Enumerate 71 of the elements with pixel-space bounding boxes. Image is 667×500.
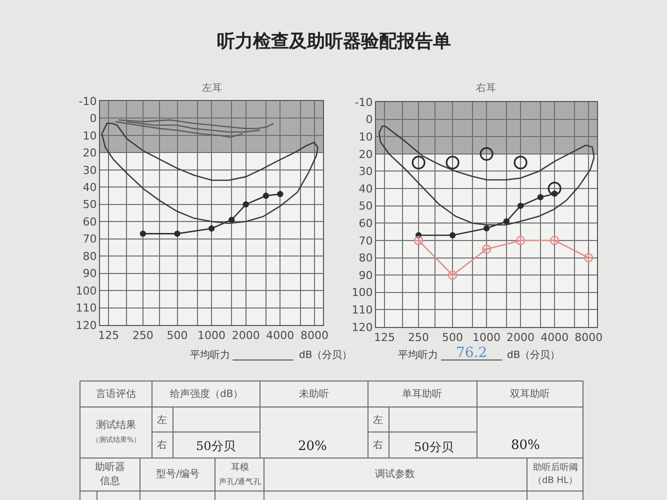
text: 双耳助听	[510, 388, 550, 400]
text: 右	[157, 440, 167, 451]
text: 测试结果	[96, 419, 136, 431]
y-tick-label: 0	[90, 112, 97, 126]
text: 型号/编号	[156, 468, 200, 480]
text: 平均听力	[190, 349, 230, 361]
x-tick-label: 4000	[266, 329, 294, 342]
y-tick-label: 10	[82, 129, 97, 142]
y-tick-label: 10	[358, 130, 373, 144]
y-tick-label: 110	[352, 304, 373, 317]
text: 平均听力	[398, 349, 438, 361]
y-tick-label: 100	[352, 286, 373, 300]
y-tick-label: 60	[82, 215, 97, 228]
y-tick-label: 120	[352, 320, 373, 334]
text: 50分贝	[414, 440, 454, 454]
x-tick-label: 250	[132, 329, 154, 342]
text: 给声强度（dB）	[170, 388, 244, 400]
x-tick-label: 125	[98, 329, 120, 342]
y-tick-label: -10	[78, 94, 97, 108]
x-tick-label: 125	[374, 331, 396, 344]
x-tick-label: 500	[442, 331, 464, 344]
text: 未助听	[299, 388, 329, 400]
y-tick-label: 60	[358, 217, 373, 230]
y-tick-label: 40	[82, 181, 97, 194]
text: 调试参数	[375, 468, 415, 480]
x-tick-label: 2000	[232, 329, 260, 342]
text: 左	[373, 414, 383, 426]
y-tick-label: 70	[358, 234, 373, 248]
chart-title: 右耳	[476, 83, 496, 94]
x-tick-label: 4000	[540, 331, 569, 344]
text: 76.2	[456, 345, 488, 361]
text: 言语评估	[96, 388, 136, 400]
text: dB（分贝）	[299, 349, 352, 361]
text: 单耳助听	[402, 388, 442, 400]
x-tick-label: 1000	[472, 331, 501, 344]
y-tick-label: 80	[358, 252, 373, 265]
y-tick-label: 80	[82, 250, 97, 263]
y-tick-label: 0	[366, 113, 373, 126]
y-tick-label: 70	[82, 232, 97, 246]
y-tick-label: 50	[358, 200, 373, 213]
chart-title: 左耳	[202, 82, 222, 94]
y-tick-label: -10	[354, 96, 373, 109]
y-tick-label: 20	[82, 146, 97, 160]
x-tick-label: 250	[408, 331, 430, 344]
text: 20%	[298, 439, 327, 454]
text: 50分贝	[196, 439, 236, 453]
y-tick-label: 40	[358, 182, 373, 196]
text: （dB HL）	[533, 476, 578, 486]
y-tick-label: 30	[82, 164, 97, 177]
text: 助听后听阈	[533, 462, 578, 473]
y-tick-label: 90	[82, 267, 97, 280]
y-tick-label: 20	[358, 148, 373, 161]
y-tick-label: 100	[76, 284, 97, 298]
text: 80%	[511, 438, 540, 453]
text: 右	[373, 440, 383, 451]
y-tick-label: 120	[76, 318, 97, 332]
y-tick-label: 90	[358, 268, 373, 282]
x-tick-label: 8000	[574, 331, 603, 344]
x-tick-label: 2000	[506, 331, 535, 344]
x-tick-label: 8000	[300, 329, 328, 342]
text: dB（分贝）	[507, 349, 560, 361]
x-tick-label: 1000	[198, 329, 226, 342]
y-tick-label: 30	[358, 165, 373, 178]
text: 听力检查及助听器验配报告单	[217, 31, 451, 52]
text: 信息	[100, 475, 120, 487]
text: 耳模	[231, 462, 249, 473]
x-tick-label: 500	[166, 329, 188, 342]
text: 助听器	[95, 461, 125, 473]
text: 左	[157, 414, 167, 426]
y-tick-label: 110	[76, 302, 97, 315]
y-tick-label: 50	[82, 198, 97, 212]
